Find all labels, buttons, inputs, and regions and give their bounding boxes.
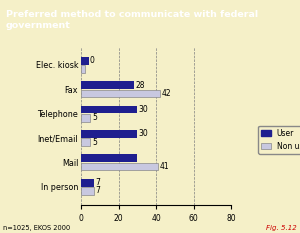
Bar (81, 57, 88, 65)
Text: 5: 5 (92, 138, 97, 147)
Text: Fig. 5.12: Fig. 5.12 (266, 225, 297, 231)
Bar (81, 114, 90, 122)
Text: Preferred method to communicate with federal
government: Preferred method to communicate with fed… (6, 10, 258, 30)
Text: 7: 7 (96, 178, 100, 187)
Bar (81, 130, 137, 138)
Text: 30: 30 (139, 129, 148, 138)
Text: 30: 30 (139, 105, 148, 114)
Bar (81, 65, 85, 73)
Text: 28: 28 (135, 81, 145, 90)
Text: 0: 0 (90, 56, 95, 65)
Text: n=1025, EKOS 2000: n=1025, EKOS 2000 (3, 225, 70, 231)
Legend: User, Non user: User, Non user (258, 126, 300, 154)
Bar (81, 187, 94, 195)
Bar (81, 179, 94, 186)
Text: 5: 5 (92, 113, 97, 122)
Text: 7: 7 (96, 186, 100, 195)
Bar (81, 154, 137, 162)
Bar (81, 138, 90, 146)
Bar (81, 89, 160, 97)
Text: 42: 42 (161, 89, 171, 98)
Text: 41: 41 (159, 162, 169, 171)
Bar (81, 163, 158, 170)
Bar (81, 106, 137, 113)
Bar (81, 81, 134, 89)
